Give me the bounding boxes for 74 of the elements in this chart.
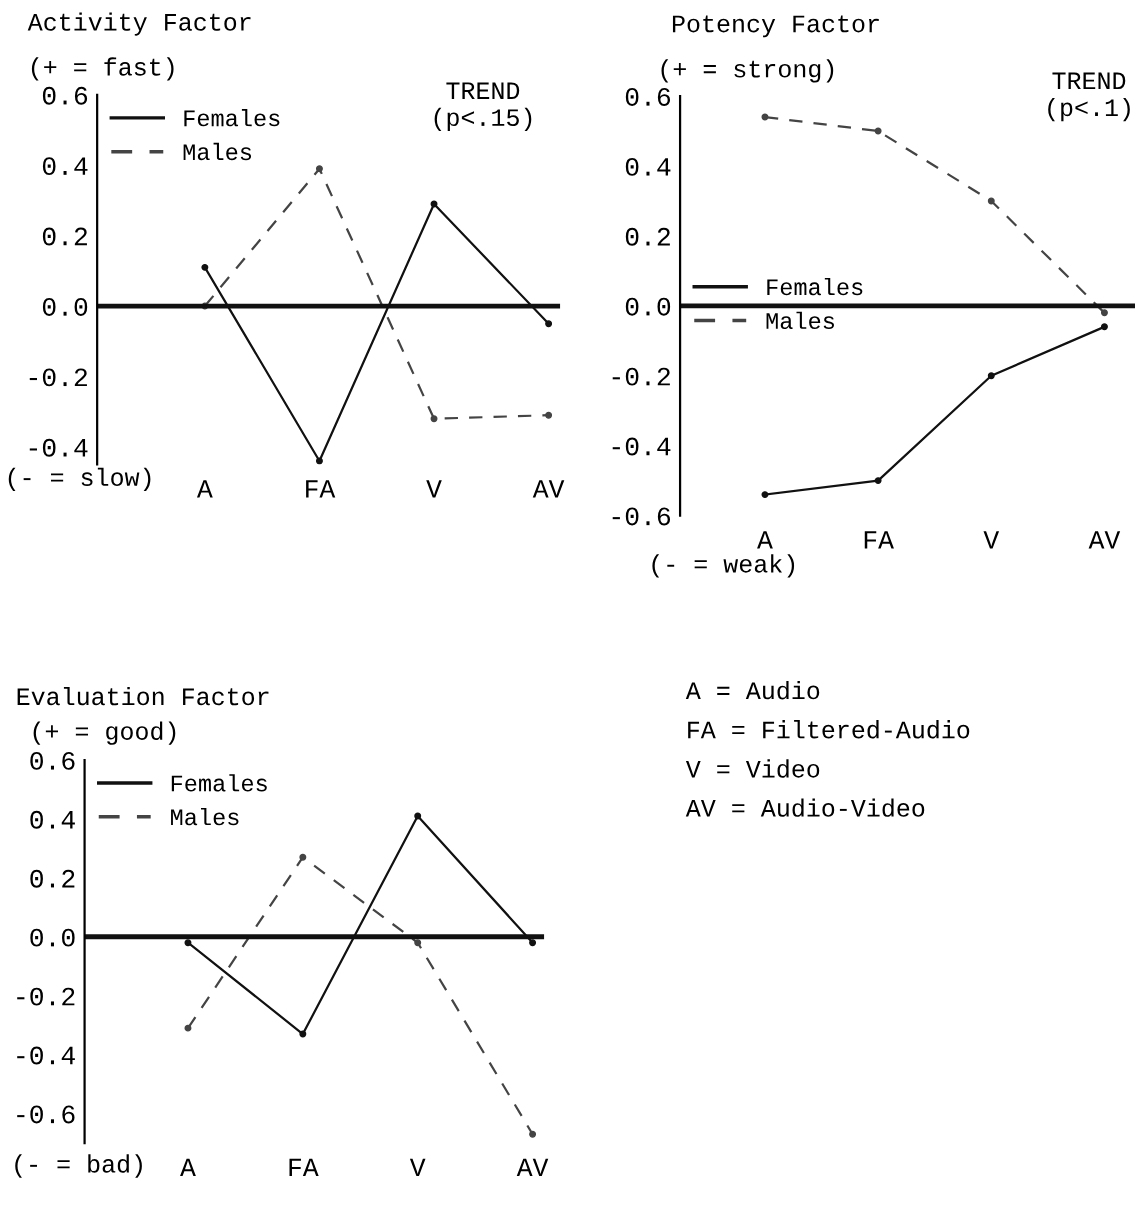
y-tick-label: 0.0 <box>30 928 75 947</box>
x-tick-label: AV <box>516 1158 549 1177</box>
legend-label: Females <box>171 774 267 792</box>
annotation: TREND (p<.15) <box>434 82 532 132</box>
point <box>874 127 882 135</box>
text: (+ = good) <box>33 721 176 745</box>
x-tick-label: AV <box>532 480 565 498</box>
text: (- = slow) <box>8 467 151 491</box>
y-tick-label: -0.6 <box>17 1105 75 1124</box>
point <box>987 197 995 205</box>
x-tick-label: AV <box>1088 531 1121 549</box>
y-tick-label: 0.4 <box>625 157 671 176</box>
point <box>299 853 307 861</box>
text: AV = Audio-Video <box>685 798 925 817</box>
chart-title: Potency Factor <box>672 15 879 38</box>
y-tick-label: 0.0 <box>42 297 88 316</box>
legend-label: Males <box>171 807 239 826</box>
point <box>299 1030 307 1038</box>
legend-label: Females <box>767 277 863 296</box>
text: (- = bad) <box>15 1154 142 1178</box>
y-tick-label: 0.2 <box>30 869 75 888</box>
point <box>430 415 438 423</box>
x-tick-label: V <box>983 531 1000 549</box>
x-tick-label: A <box>757 531 773 549</box>
x-tick-label: A <box>196 480 213 498</box>
x-tick-label: V <box>409 1158 426 1177</box>
x-tick-label: FA <box>864 531 894 549</box>
y-tick-label: 0.2 <box>42 227 87 246</box>
y-tick-label: 0.6 <box>42 86 88 105</box>
point <box>761 491 769 499</box>
point <box>529 1130 537 1138</box>
chart-title: Activity Factor <box>27 12 251 36</box>
y-tick-label: -0.2 <box>29 368 87 387</box>
y-tick-label: -0.2 <box>612 367 670 386</box>
point <box>545 411 553 419</box>
text: V = Video <box>685 759 820 778</box>
y-tick-label: 0.2 <box>625 227 670 246</box>
y-tick-label: 0.6 <box>625 87 671 106</box>
text: A = Audio <box>685 680 820 700</box>
annotation: TREND (p<.1) <box>1048 72 1130 122</box>
point <box>184 1024 192 1032</box>
point <box>315 165 323 173</box>
x-tick-label: FA <box>289 1158 319 1177</box>
point <box>1100 323 1108 331</box>
y-tick-label: -0.2 <box>17 987 75 1006</box>
x-tick-label: A <box>180 1158 196 1177</box>
legend-label: Males <box>766 311 834 330</box>
point <box>1100 309 1108 317</box>
y-tick-label: -0.4 <box>29 438 88 457</box>
point <box>545 320 553 328</box>
x-tick-label: FA <box>306 480 336 498</box>
y-tick-label: -0.6 <box>612 507 671 526</box>
y-tick-label: 0.4 <box>30 810 75 829</box>
point <box>874 477 882 485</box>
legend-label: Males <box>183 142 252 161</box>
point <box>414 812 422 820</box>
text: (+ = fast) <box>31 57 174 81</box>
point <box>987 372 995 380</box>
y-tick-label: -0.4 <box>612 437 671 456</box>
point <box>529 939 537 947</box>
y-tick-label: 0.6 <box>30 751 75 770</box>
y-tick-label: 0.4 <box>42 157 88 176</box>
point <box>201 263 209 271</box>
x-tick-label: V <box>426 480 442 498</box>
text: (- = weak) <box>652 554 795 578</box>
y-tick-label: 0.0 <box>625 297 671 316</box>
chart-title: Evaluation Factor <box>17 686 269 706</box>
point <box>315 457 323 465</box>
y-tick-label: -0.4 <box>17 1046 75 1065</box>
point <box>414 939 422 947</box>
text: FA = Filtered-Audio <box>688 720 970 739</box>
text: (+ = strong) <box>661 59 834 83</box>
legend-label: Females <box>184 109 280 127</box>
point <box>184 939 192 947</box>
